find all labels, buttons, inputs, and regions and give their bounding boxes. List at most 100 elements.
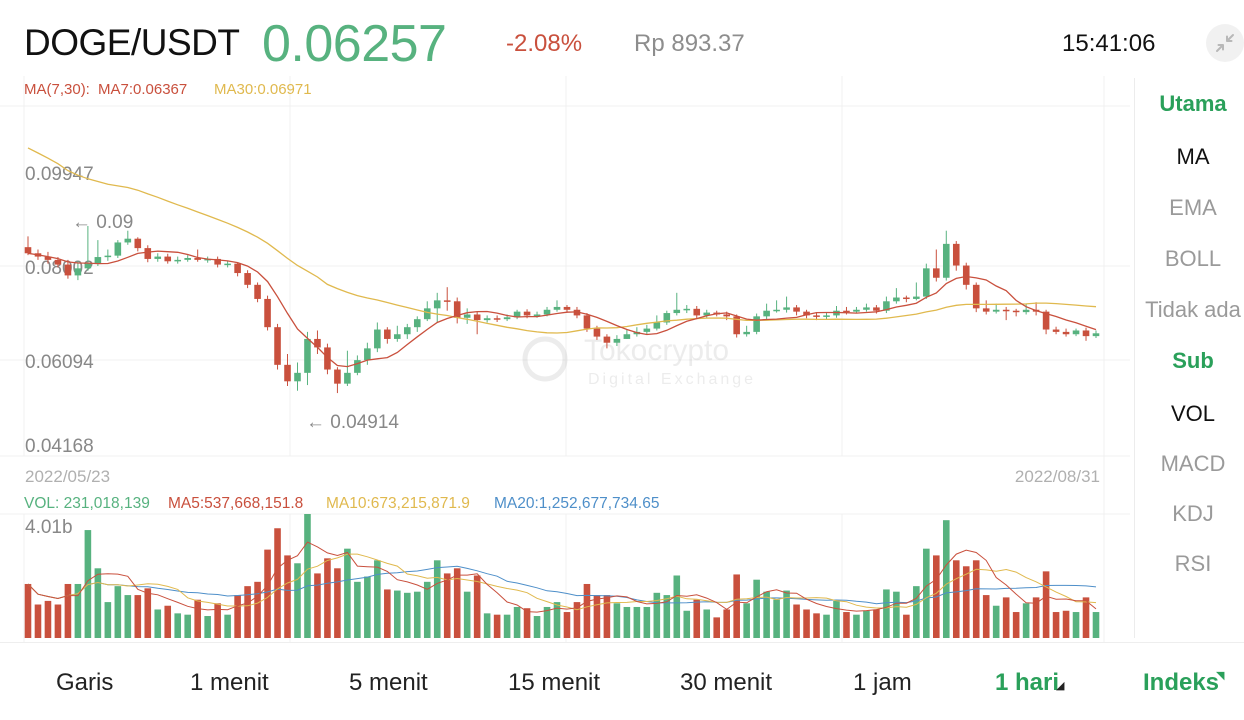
volume-bar (1012, 612, 1020, 638)
indicator-none[interactable]: Tidak ada (1145, 297, 1241, 322)
candle-body (284, 364, 291, 382)
volume-bar (833, 600, 840, 638)
indicator-macd[interactable]: MACD (1160, 451, 1226, 476)
volume-bar (713, 617, 721, 638)
dropdown-triangle-icon: ◥ (1216, 670, 1225, 682)
tab-1-jam[interactable]: 1 jam (853, 669, 912, 696)
volume-bar (793, 604, 800, 638)
tab-15-menit[interactable]: 15 menit (508, 669, 601, 696)
candle-body (853, 309, 860, 312)
volume-bar (144, 588, 152, 638)
tab-5-menit[interactable]: 5 menit (349, 669, 428, 696)
indeks-button[interactable]: Indeks (1143, 669, 1220, 696)
volume-bar (923, 548, 930, 638)
volume-bar (44, 600, 52, 638)
candle-body (583, 315, 591, 329)
volume-bar (723, 609, 730, 638)
volume-bar (184, 614, 191, 638)
candle-body (104, 255, 112, 258)
indicator-ma[interactable]: MA (1176, 144, 1210, 169)
candle-body (493, 318, 501, 320)
volume-bar (174, 613, 182, 638)
volume-bar (84, 530, 92, 638)
volume-bar (64, 583, 72, 638)
candle-body (563, 306, 571, 310)
candle-body (623, 334, 631, 339)
candle-body (433, 300, 441, 309)
last-price: 0.06257 (262, 15, 447, 73)
candle-body (873, 307, 880, 311)
volume-bar (1082, 597, 1090, 638)
candlestick-chart[interactable]: Tokocrypto Digital Exchange MA(7,30): MA… (0, 76, 1130, 642)
volume-bar (114, 586, 122, 638)
volume-bar (374, 560, 381, 638)
candle-body (883, 301, 890, 311)
indicator-kdj[interactable]: KDJ (1172, 501, 1214, 526)
candle-body (124, 238, 132, 243)
candle-body (344, 372, 351, 384)
candle-body (134, 238, 142, 249)
volume-bar (254, 581, 261, 638)
low-annotation: ← 0.04914 (306, 412, 399, 433)
candle-body (1082, 330, 1090, 337)
candle-body (1022, 309, 1030, 313)
tab-1-menit[interactable]: 1 menit (190, 669, 269, 696)
volume-bar (1002, 597, 1010, 638)
indicator-boll[interactable]: BOLL (1164, 246, 1222, 271)
candle-body (763, 310, 770, 317)
candle-body (364, 348, 371, 361)
candle-body (913, 296, 920, 299)
candle-body (294, 372, 301, 382)
candle-body (723, 314, 730, 317)
candle-body (982, 308, 990, 312)
volume-bar (733, 574, 740, 638)
volume-bar (972, 560, 980, 638)
collapse-button[interactable] (1206, 24, 1244, 62)
volume-bar (1092, 612, 1100, 638)
volume-bar (623, 606, 631, 638)
candle-body (1092, 333, 1100, 337)
volume-bar (1042, 571, 1050, 638)
tab-30-menit[interactable]: 30 menit (680, 669, 773, 696)
vol-ma10: MA10:673,215,871.9 (326, 495, 470, 512)
volume-bar (982, 595, 990, 638)
candle-body (394, 334, 401, 339)
idr-price: Rp 893.37 (634, 30, 745, 57)
candle-body (453, 301, 461, 318)
candle-body (64, 264, 72, 276)
indicator-vol[interactable]: VOL (1170, 401, 1216, 426)
volume-bar (853, 614, 860, 638)
volume-bar (573, 602, 581, 638)
indicator-ema[interactable]: EMA (1169, 195, 1217, 220)
indicator-panel: Utama MA EMA BOLL Tidak ada Sub VOL MACD… (1134, 78, 1244, 638)
volume-bar (683, 610, 691, 638)
candle-body (952, 243, 960, 266)
volume-bar (104, 602, 112, 638)
candle-body (1012, 310, 1020, 313)
volume-bar (413, 591, 421, 638)
candle-body (54, 259, 62, 265)
volume-bar (693, 599, 701, 638)
price-label: 0.04168 (25, 436, 94, 457)
price-header: DOGE/USDT 0.06257 -2.08% Rp 893.37 15:41… (0, 0, 1244, 80)
volume-bar (583, 583, 591, 638)
volume-bar (533, 616, 541, 638)
candle-body (553, 306, 561, 310)
vol-value: VOL: 231,018,139 (24, 495, 150, 512)
volume-bar (24, 583, 32, 638)
volume-bar (334, 568, 341, 638)
volume-bar (593, 595, 601, 638)
clock: 15:41:06 (1062, 30, 1156, 57)
volume-bar (703, 609, 711, 638)
volume-bar (942, 520, 950, 638)
volume-bar (673, 575, 681, 638)
volume-bar (34, 604, 42, 638)
tab-1-hari[interactable]: 1 hari (995, 669, 1060, 696)
volume-bar (653, 592, 661, 638)
indicator-rsi[interactable]: RSI (1174, 551, 1212, 576)
candle-body (84, 263, 92, 269)
volume-bar (563, 612, 571, 638)
candle-body (334, 369, 341, 384)
volume-bar (314, 573, 321, 638)
tab-garis[interactable]: Garis (56, 669, 114, 696)
